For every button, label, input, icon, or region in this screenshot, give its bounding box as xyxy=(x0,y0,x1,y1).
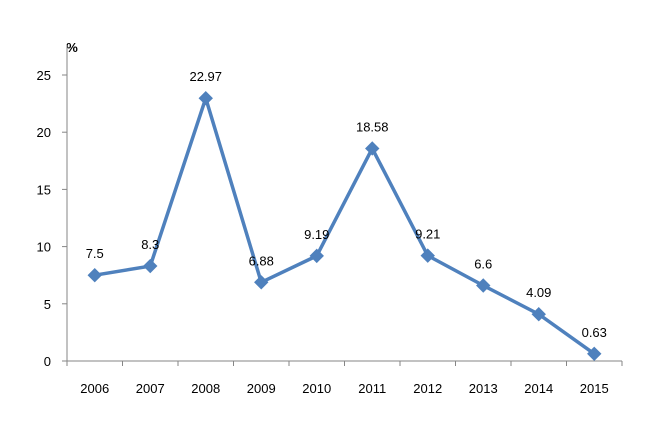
y-tick-label: 20 xyxy=(37,125,51,140)
x-tick-label: 2009 xyxy=(247,381,276,396)
x-tick-label: 2012 xyxy=(413,381,442,396)
y-tick-label: 15 xyxy=(37,182,51,197)
data-point-marker xyxy=(420,248,435,263)
series-layer xyxy=(87,91,602,361)
y-tick-label: 0 xyxy=(44,354,51,369)
data-point-marker xyxy=(587,346,602,361)
x-tick-label: 2007 xyxy=(136,381,165,396)
series-line xyxy=(94,92,596,356)
x-tick-label: 2015 xyxy=(580,381,609,396)
data-point-marker xyxy=(476,278,491,293)
data-point-marker xyxy=(309,248,324,264)
data-label: 6.6 xyxy=(474,256,492,271)
data-labels: 7.5 8.3 22.97 6.88 9.19 18.58 9.21 6.6 4.09 0.63 xyxy=(86,69,607,340)
data-label: 9.21 xyxy=(415,227,440,242)
data-point-marker xyxy=(254,275,269,290)
data-point-marker xyxy=(531,307,546,322)
axes xyxy=(62,45,623,366)
x-tick-label: 2008 xyxy=(191,381,220,396)
y-axis-unit-label: % xyxy=(66,40,78,55)
data-point-marker xyxy=(365,141,380,156)
data-point-marker xyxy=(143,258,158,274)
data-label: 9.19 xyxy=(304,227,329,242)
data-label: 6.88 xyxy=(249,253,274,268)
data-label: 22.97 xyxy=(189,69,222,84)
x-tick-label: 2011 xyxy=(358,381,386,396)
data-label: 4.09 xyxy=(526,285,551,300)
data-point-marker xyxy=(198,91,213,106)
data-label: 18.58 xyxy=(356,119,389,134)
x-tick-label: 2006 xyxy=(80,381,109,396)
x-tick-label: 2010 xyxy=(302,381,331,396)
data-label: 8.3 xyxy=(141,237,159,252)
data-point-marker xyxy=(87,267,102,283)
y-tick-label: 5 xyxy=(44,297,51,312)
x-tick-label: 2013 xyxy=(469,381,498,396)
data-label: 7.5 xyxy=(86,246,104,261)
data-label: 0.63 xyxy=(582,325,607,340)
y-tick-label: 25 xyxy=(37,68,51,83)
x-tick-label: 2014 xyxy=(524,381,553,396)
tick-labels: 0 5 10 15 20 25 2006 2007 2008 2009 2010 2011 2012 20… xyxy=(37,68,609,396)
y-tick-label: 10 xyxy=(37,240,51,255)
